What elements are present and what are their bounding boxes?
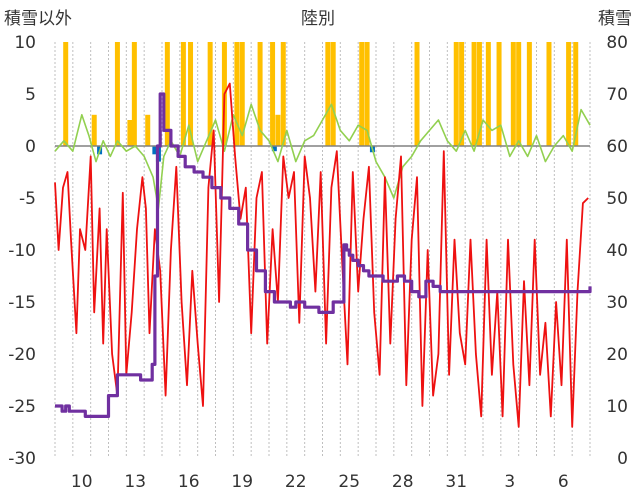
bar-series [63, 42, 579, 162]
y-right-tick-label: 60 [606, 137, 628, 157]
precipitation-bar [476, 42, 482, 146]
sunshine-bar [271, 146, 277, 152]
y-right-tick-label: 0 [617, 449, 628, 469]
x-tick-label: 22 [285, 472, 307, 492]
y-right-tick-label: 40 [606, 241, 628, 261]
precipitation-bar [330, 42, 336, 146]
precipitation-bar [325, 42, 331, 146]
precipitation-bar [510, 42, 516, 146]
precipitation-bar [239, 42, 245, 146]
precipitation-bar [459, 42, 465, 146]
x-tick-label: 13 [124, 472, 146, 492]
precipitation-bar [180, 42, 186, 146]
sunshine-bar [152, 146, 158, 155]
precipitation-bar [526, 42, 532, 146]
y-left-tick-label: -10 [8, 241, 36, 261]
precipitation-bar [516, 42, 522, 146]
precipitation-bar [453, 42, 459, 146]
precipitation-bar [414, 42, 420, 146]
y-right-tick-labels: 80 70 60 50 40 30 20 10 0 [606, 33, 628, 469]
precipitation-bar [91, 114, 97, 146]
y-left-tick-label: -30 [8, 449, 36, 469]
y-left-tick-label: -25 [8, 397, 36, 417]
precipitation-bar [485, 42, 491, 146]
precipitation-bar [257, 42, 263, 146]
x-tick-label: 19 [231, 472, 253, 492]
y-right-tick-label: 30 [606, 293, 628, 313]
y-left-tick-label: 0 [25, 137, 36, 157]
precipitation-bar [359, 42, 365, 146]
x-tick-label: 10 [71, 472, 93, 492]
y-right-tick-label: 20 [606, 345, 628, 365]
chart-title: 陸別 [301, 9, 335, 29]
y-left-tick-labels: 10 5 0 -5 -10 -15 -20 -25 -30 [8, 33, 36, 469]
precipitation-bar [188, 42, 194, 146]
y-right-axis-label: 積雪 [598, 9, 632, 29]
x-tick-label: 25 [338, 472, 360, 492]
precipitation-bar [164, 42, 170, 146]
x-tick-label: 28 [392, 472, 414, 492]
y-right-tick-label: 70 [606, 85, 628, 105]
precipitation-bar [280, 42, 286, 146]
y-left-tick-label: -20 [8, 345, 36, 365]
x-tick-label: 3 [504, 472, 515, 492]
wind-line [54, 103, 591, 210]
y-left-tick-label: 10 [14, 33, 36, 53]
y-left-tick-label: -15 [8, 293, 36, 313]
y-right-tick-label: 10 [606, 397, 628, 417]
precipitation-bar [471, 42, 477, 146]
x-tick-label: 31 [445, 472, 467, 492]
snow_depth-line [55, 92, 592, 418]
precipitation-bar [270, 42, 276, 146]
temperature-line [54, 82, 589, 428]
y-left-axis-label: 積雪以外 [4, 9, 72, 29]
precipitation-bar [364, 42, 370, 146]
precipitation-bar [546, 42, 552, 146]
y-left-tick-label: -5 [19, 189, 36, 209]
precipitation-bar [145, 114, 151, 146]
x-tick-label: 6 [558, 472, 569, 492]
y-right-tick-label: 80 [606, 33, 628, 53]
precipitation-bar [127, 120, 133, 146]
x-tick-label: 16 [178, 472, 200, 492]
precipitation-bar [207, 42, 213, 146]
precipitation-bar [234, 42, 240, 146]
x-tick-labels: 10 13 16 19 22 25 28 31 3 6 [71, 472, 569, 492]
precipitation-bar [496, 42, 502, 146]
y-right-tick-label: 50 [606, 189, 628, 209]
line-series [54, 82, 592, 428]
precipitation-bar [573, 42, 579, 146]
precipitation-bar [114, 42, 120, 146]
precipitation-bar [566, 42, 572, 146]
precipitation-bar [275, 114, 281, 146]
precipitation-bar [63, 42, 69, 146]
y-left-tick-label: 5 [25, 85, 36, 105]
precipitation-bar [131, 42, 137, 146]
